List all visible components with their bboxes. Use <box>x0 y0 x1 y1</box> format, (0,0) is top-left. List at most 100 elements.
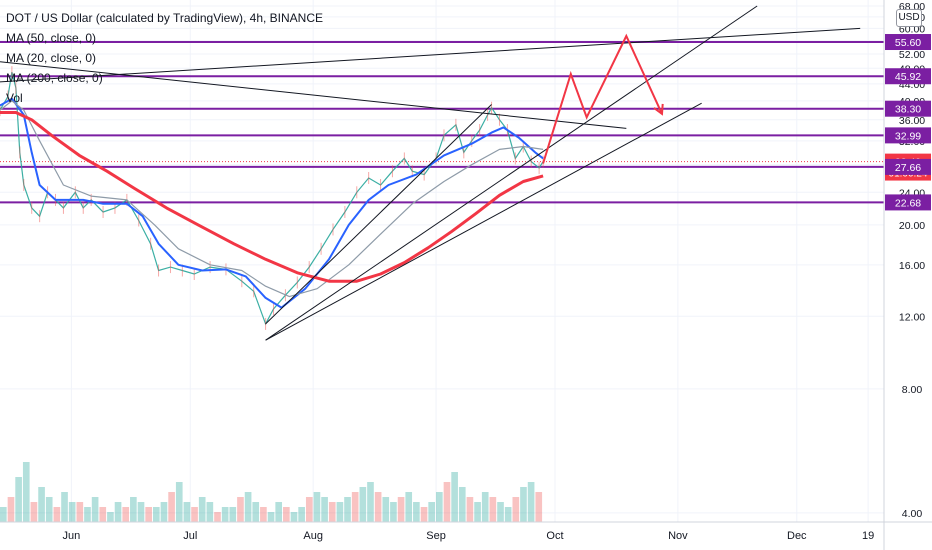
price-label-background <box>885 34 931 51</box>
volume-bar <box>527 482 535 522</box>
volume-bar <box>390 502 397 522</box>
volume-bar <box>328 502 336 522</box>
projection-arrowhead <box>653 103 664 116</box>
volume-bar <box>351 492 359 522</box>
moving-average-line <box>0 100 544 298</box>
indicator-ma20[interactable]: MA (20, close, 0) <box>6 51 97 65</box>
volume-bar <box>7 497 15 522</box>
volume-bar <box>474 502 481 522</box>
volume-bar <box>367 482 374 522</box>
volume-bar <box>244 492 252 522</box>
volume-bar <box>107 512 114 522</box>
volume-bar <box>535 492 543 522</box>
volume-bar <box>168 492 175 522</box>
volume-bar <box>137 502 145 522</box>
volume-bar <box>260 507 267 522</box>
x-tick-label: 19 <box>862 530 874 542</box>
volume-bar <box>0 507 7 522</box>
volume-bar <box>206 502 214 522</box>
volume-bar <box>382 497 390 522</box>
trend-line <box>0 27 861 83</box>
symbol-title[interactable]: DOT / US Dollar (calculated by TradingVi… <box>6 11 324 25</box>
chart-legend: DOT / US Dollar (calculated by TradingVi… <box>6 8 323 108</box>
currency-button[interactable]: USD <box>896 9 922 27</box>
price-label-text: 32.99 <box>895 130 921 142</box>
volume-bar <box>283 507 290 522</box>
volume-bar <box>344 497 351 522</box>
price-label-text: 38.30 <box>895 104 921 116</box>
volume-bar <box>252 502 260 522</box>
volume-bar <box>15 477 22 522</box>
trend-line <box>0 61 627 129</box>
volume-bar <box>290 512 298 522</box>
volume-bar <box>275 502 283 522</box>
volume-bar <box>30 502 38 522</box>
volume-bar <box>229 507 237 522</box>
trend-line <box>265 102 702 341</box>
volume-bar <box>175 482 183 522</box>
y-tick-label: 20.00 <box>899 220 925 232</box>
x-tick-label: Sep <box>426 530 446 542</box>
y-tick-label: 16.00 <box>899 260 925 272</box>
volume-bar <box>443 482 451 522</box>
y-tick-label: 8.00 <box>902 384 923 396</box>
volume-bar <box>374 492 382 522</box>
y-tick-label: 52.00 <box>899 49 925 61</box>
volume-bar <box>68 502 76 522</box>
volume-bar <box>145 507 152 522</box>
volume-bar <box>428 502 435 522</box>
indicator-volume[interactable]: Vol <box>6 91 23 105</box>
volume-bar <box>313 492 321 522</box>
x-tick-label: Jul <box>183 530 197 542</box>
volume-bar <box>114 502 122 522</box>
x-tick-label: Oct <box>546 530 563 542</box>
x-tick-label: Jun <box>62 530 80 542</box>
volume-bar <box>76 502 84 522</box>
volume-bar <box>435 492 443 522</box>
volume-bar <box>321 497 328 522</box>
volume-bar <box>221 507 229 522</box>
volume-bar <box>451 472 458 522</box>
trend-line <box>265 104 492 325</box>
volume-bar <box>405 492 413 522</box>
volume-bar <box>237 497 244 522</box>
volume-bar <box>122 507 130 522</box>
volume-bar <box>512 497 520 522</box>
y-tick-label: 4.00 <box>902 508 923 520</box>
volume-bar <box>466 497 474 522</box>
volume-bar <box>214 512 221 522</box>
price-label-background <box>885 194 931 211</box>
indicator-ma50[interactable]: MA (50, close, 0) <box>6 31 97 45</box>
price-series-line <box>0 71 544 326</box>
volume-bar <box>191 507 198 522</box>
volume-bar <box>520 487 527 522</box>
projection-path <box>542 33 663 164</box>
moving-average-line <box>0 111 544 283</box>
volume-bar <box>61 492 68 522</box>
volume-bar <box>305 497 313 522</box>
volume-bar <box>160 502 168 522</box>
y-tick-label: 36.00 <box>899 115 925 127</box>
price-label-text: 45.92 <box>895 71 921 83</box>
indicator-ma200[interactable]: MA (200, close, 0) <box>6 71 103 85</box>
trend-line <box>265 5 758 341</box>
volume-bar <box>336 502 344 522</box>
price-label-background <box>885 158 931 175</box>
volume-bar <box>38 487 45 522</box>
x-tick-label: Dec <box>787 530 807 542</box>
volume-bar <box>99 507 107 522</box>
volume-bar <box>198 497 206 522</box>
volume-bar <box>53 507 61 522</box>
moving-average-line <box>0 97 544 309</box>
volume-bar <box>397 497 405 522</box>
price-label-background <box>885 100 931 117</box>
volume-bar <box>413 502 420 522</box>
price-label-background <box>885 68 931 85</box>
price-label-text: 27.66 <box>895 162 921 174</box>
price-label-text: 55.60 <box>895 37 921 49</box>
volume-bar <box>458 487 466 522</box>
volume-bar <box>152 507 160 522</box>
x-tick-label: Aug <box>303 530 323 542</box>
